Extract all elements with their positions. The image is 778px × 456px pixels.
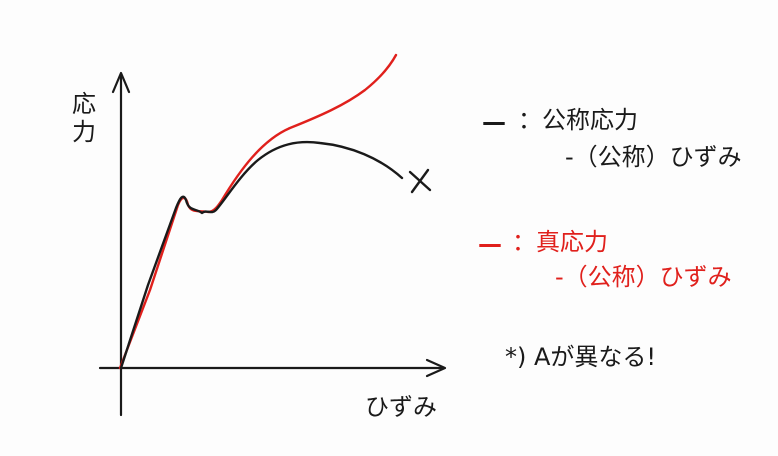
y-axis-label: 応力 xyxy=(72,90,96,146)
y-axis-arrowhead xyxy=(111,71,131,94)
legend-nominal-marker: — xyxy=(482,108,506,136)
nominal-stress-curve xyxy=(119,140,404,370)
legend-true-line2: -（公称）ひずみ xyxy=(555,263,732,291)
true-stress-curve xyxy=(118,53,398,370)
legend-true-line1: ：真応力 xyxy=(512,228,608,256)
legend-nominal-line2: -（公称）ひずみ xyxy=(565,143,742,171)
legend-nominal-line1: ：公称応力 xyxy=(518,106,638,134)
x-axis-arrowhead xyxy=(425,358,447,378)
note-text: *) Aが異なる! xyxy=(505,343,657,371)
x-axis-label: ひずみ xyxy=(365,393,437,421)
fracture-x-mark-icon xyxy=(408,168,432,194)
legend-true-marker: — xyxy=(478,230,502,258)
